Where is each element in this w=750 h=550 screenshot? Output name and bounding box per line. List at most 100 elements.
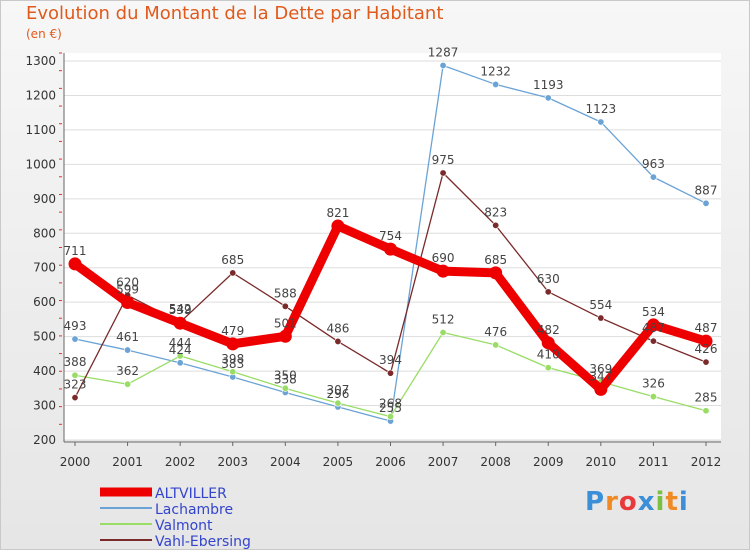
data-point xyxy=(649,393,657,401)
data-point xyxy=(702,199,710,207)
data-label: 554 xyxy=(589,298,612,312)
data-point xyxy=(646,318,660,332)
legend-label: ALTVILLER xyxy=(155,486,227,502)
data-label: 539 xyxy=(169,303,192,317)
data-point xyxy=(71,371,79,379)
y-tick-label: 500 xyxy=(33,330,56,344)
data-point xyxy=(492,80,500,88)
y-tick-label: 400 xyxy=(33,364,56,378)
y-tick-label: 200 xyxy=(33,433,56,447)
data-label: 383 xyxy=(221,357,244,371)
data-point xyxy=(544,288,552,296)
x-tick-label: 2000 xyxy=(60,455,91,469)
data-point xyxy=(226,337,240,351)
data-point xyxy=(702,358,710,366)
data-point xyxy=(124,346,132,354)
data-label: 534 xyxy=(642,305,665,319)
chart-unit: (en €) xyxy=(26,27,62,41)
x-tick-label: 2010 xyxy=(586,455,617,469)
data-point xyxy=(229,269,237,277)
data-label: 461 xyxy=(116,330,139,344)
legend-label: Vahl-Ebersing xyxy=(155,534,251,550)
data-point xyxy=(492,221,500,229)
y-tick-label: 1200 xyxy=(25,88,56,102)
logo-letter: r xyxy=(605,487,619,517)
data-label: 426 xyxy=(695,342,718,356)
logo-letter: t xyxy=(665,487,679,517)
x-tick-label: 2006 xyxy=(375,455,406,469)
data-point xyxy=(597,118,605,126)
data-point xyxy=(71,394,79,402)
data-label: 424 xyxy=(169,343,192,357)
x-tick-label: 2001 xyxy=(112,455,143,469)
data-label: 476 xyxy=(484,325,507,339)
data-point xyxy=(702,407,710,415)
y-tick-label: 700 xyxy=(33,261,56,275)
data-point xyxy=(544,94,552,102)
data-point xyxy=(492,341,500,349)
y-tick-label: 900 xyxy=(33,192,56,206)
x-tick-label: 2007 xyxy=(428,455,459,469)
data-label: 1193 xyxy=(533,78,564,92)
x-tick-label: 2003 xyxy=(217,455,248,469)
data-label: 1123 xyxy=(586,102,617,116)
data-label: 975 xyxy=(432,153,455,167)
data-label: 1287 xyxy=(428,45,459,59)
data-label: 588 xyxy=(274,286,297,300)
data-label: 963 xyxy=(642,157,665,171)
data-label: 887 xyxy=(695,183,718,197)
data-label: 326 xyxy=(642,377,665,391)
data-label: 323 xyxy=(64,378,87,392)
logo-letter: i xyxy=(678,487,689,517)
data-point xyxy=(176,352,184,360)
data-point xyxy=(124,380,132,388)
data-label: 444 xyxy=(169,336,192,350)
data-point xyxy=(121,296,135,310)
data-point xyxy=(649,337,657,345)
data-point xyxy=(544,364,552,372)
data-label: 821 xyxy=(326,206,349,220)
x-tick-label: 2012 xyxy=(691,455,722,469)
data-point xyxy=(439,169,447,177)
legend-label: Valmont xyxy=(155,518,213,534)
logo-letter: i xyxy=(655,487,666,517)
data-label: 599 xyxy=(116,283,139,297)
x-tick-label: 2004 xyxy=(270,455,301,469)
data-label: 711 xyxy=(64,244,87,258)
data-point xyxy=(229,368,237,376)
data-point xyxy=(176,359,184,367)
data-point xyxy=(439,61,447,69)
y-tick-label: 600 xyxy=(33,295,56,309)
x-tick-label: 2002 xyxy=(165,455,196,469)
data-point xyxy=(281,302,289,310)
data-label: 823 xyxy=(484,205,507,219)
data-point xyxy=(649,173,657,181)
data-label: 388 xyxy=(64,355,87,369)
data-point xyxy=(71,335,79,343)
data-label: 493 xyxy=(64,319,87,333)
data-label: 410 xyxy=(537,348,560,362)
x-tick-label: 2011 xyxy=(638,455,669,469)
data-label: 255 xyxy=(379,401,402,415)
data-label: 685 xyxy=(484,253,507,267)
data-point xyxy=(334,337,342,345)
data-label: 338 xyxy=(274,372,297,386)
data-label: 487 xyxy=(642,321,665,335)
data-label: 347 xyxy=(589,369,612,383)
data-point xyxy=(68,257,82,271)
y-tick-label: 300 xyxy=(33,399,56,413)
data-point xyxy=(541,336,555,350)
data-point xyxy=(699,334,713,348)
x-tick-label: 2009 xyxy=(533,455,564,469)
data-label: 394 xyxy=(379,353,402,367)
data-point xyxy=(489,266,503,280)
logo-letter: x xyxy=(637,487,656,517)
data-label: 285 xyxy=(695,391,718,405)
data-label: 487 xyxy=(695,321,718,335)
data-label: 690 xyxy=(432,251,455,265)
data-point xyxy=(594,382,608,396)
data-label: 620 xyxy=(116,275,139,289)
data-point xyxy=(173,316,187,330)
y-tick-label: 1000 xyxy=(25,157,56,171)
